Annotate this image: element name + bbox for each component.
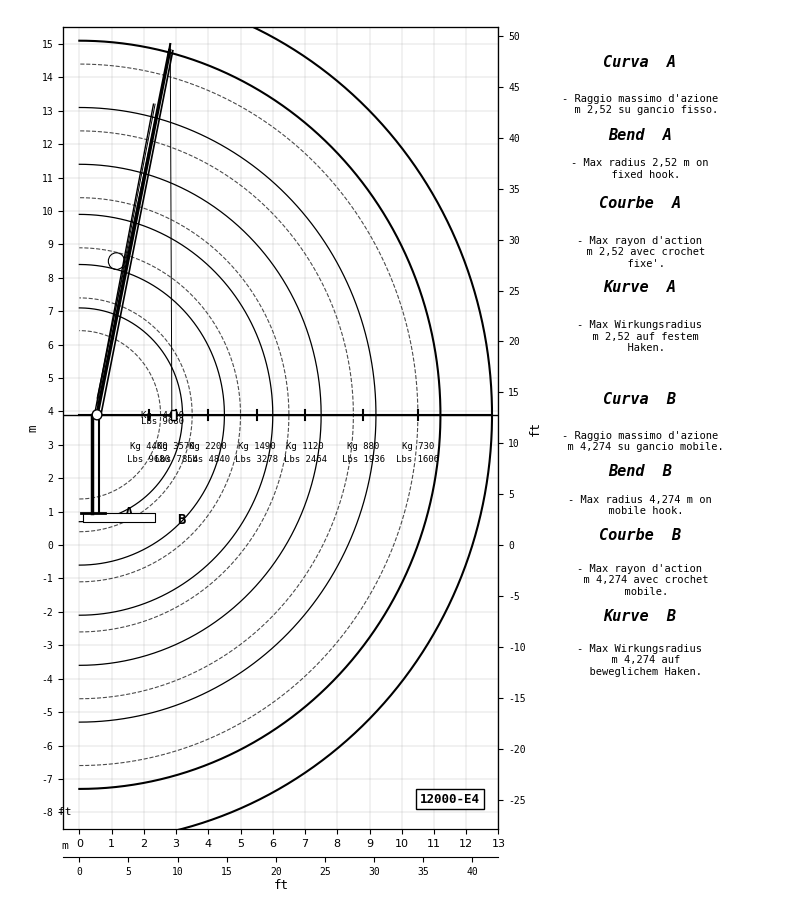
- Text: Kg  4400: Kg 4400: [141, 411, 183, 420]
- Text: Kurve  A: Kurve A: [604, 280, 676, 295]
- Y-axis label: ft: ft: [529, 421, 542, 435]
- Text: - Raggio massimo d'azione
  m 4,274 su gancio mobile.: - Raggio massimo d'azione m 4,274 su gan…: [555, 431, 724, 452]
- Text: Kurve  B: Kurve B: [604, 609, 676, 623]
- X-axis label: ft: ft: [273, 879, 288, 892]
- Text: Curva  B: Curva B: [604, 392, 676, 407]
- Text: A: A: [125, 507, 134, 520]
- Y-axis label: m: m: [26, 425, 39, 432]
- Text: Courbe  B: Courbe B: [599, 528, 681, 543]
- Text: Lbs 2464: Lbs 2464: [284, 455, 326, 464]
- Text: - Max Wirkungsradius
  m 4,274 auf
  beweglichem Haken.: - Max Wirkungsradius m 4,274 auf bewegli…: [577, 644, 702, 677]
- Text: ft: ft: [58, 807, 72, 817]
- Text: - Max radius 4,274 m on
  mobile hook.: - Max radius 4,274 m on mobile hook.: [568, 495, 712, 517]
- Text: Bend  A: Bend A: [608, 128, 672, 142]
- Text: - Max rayon d'action
  m 4,274 avec crochet
  mobile.: - Max rayon d'action m 4,274 avec croche…: [571, 564, 709, 597]
- Text: Lbs 4840: Lbs 4840: [186, 455, 230, 464]
- Text: 12000-E4: 12000-E4: [420, 793, 480, 805]
- Text: Curva  A: Curva A: [604, 56, 676, 70]
- Text: Kg 730: Kg 730: [402, 442, 434, 451]
- Text: Kg 1120: Kg 1120: [286, 442, 324, 451]
- Text: - Raggio massimo d'azione
  m 2,52 su gancio fisso.: - Raggio massimo d'azione m 2,52 su ganc…: [562, 94, 718, 116]
- Text: Lbs 1606: Lbs 1606: [397, 455, 439, 464]
- Text: B: B: [177, 513, 185, 527]
- Text: Kg 2200: Kg 2200: [190, 442, 227, 451]
- Text: - Max radius 2,52 m on
  fixed hook.: - Max radius 2,52 m on fixed hook.: [571, 158, 709, 179]
- Text: Courbe  A: Courbe A: [599, 196, 681, 210]
- Text: Kg 880: Kg 880: [347, 442, 379, 451]
- Text: Lbs 1936: Lbs 1936: [341, 455, 385, 464]
- Text: Kg 3570: Kg 3570: [157, 442, 195, 451]
- Text: Lbs 7854: Lbs 7854: [155, 455, 198, 464]
- Text: - Max rayon d'action
  m 2,52 avec crochet
  fixe'.: - Max rayon d'action m 2,52 avec crochet…: [574, 236, 705, 269]
- Text: Bend  B: Bend B: [608, 465, 672, 479]
- Text: Kg 4400: Kg 4400: [130, 442, 167, 451]
- Text: - Max Wirkungsradius
  m 2,52 auf festem
  Haken.: - Max Wirkungsradius m 2,52 auf festem H…: [577, 320, 702, 353]
- Text: Lbs 3278: Lbs 3278: [235, 455, 278, 464]
- Text: Lbs 9680: Lbs 9680: [141, 417, 183, 426]
- Circle shape: [170, 412, 177, 418]
- Text: Lbs 9680: Lbs 9680: [127, 455, 170, 464]
- Bar: [171, 410, 176, 420]
- Text: m: m: [62, 841, 68, 851]
- Circle shape: [92, 410, 102, 420]
- Text: Kg 1490: Kg 1490: [238, 442, 276, 451]
